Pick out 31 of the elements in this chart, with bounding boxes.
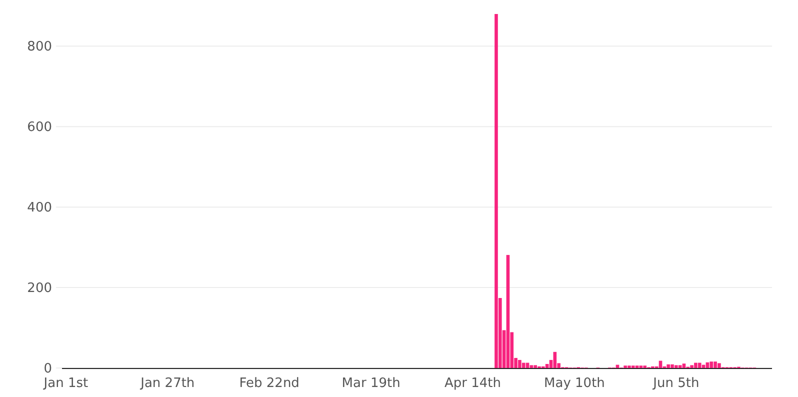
- x-tick-label: Jan 1st: [42, 376, 88, 391]
- bar: [694, 362, 698, 368]
- x-tick-label: Mar 19th: [342, 376, 400, 391]
- bar: [698, 362, 702, 368]
- bar: [714, 362, 717, 368]
- x-tick-label: Jan 27th: [140, 376, 195, 391]
- bar: [522, 362, 526, 368]
- y-tick-label: 600: [27, 120, 52, 136]
- bar: [545, 364, 549, 368]
- bar: [534, 365, 538, 368]
- y-tick-label: 800: [27, 40, 52, 55]
- x-tick-label: May 10th: [544, 376, 605, 391]
- bar: [670, 364, 674, 368]
- x-tick-label: Jun 5th: [652, 376, 700, 391]
- bar: [530, 365, 534, 368]
- y-tick-label: 400: [27, 200, 52, 216]
- bar: [518, 360, 522, 368]
- bar: [682, 364, 686, 368]
- bar: [666, 364, 670, 368]
- bar: [494, 14, 498, 368]
- bar: [710, 362, 714, 368]
- bar: [718, 363, 721, 368]
- bar: [674, 365, 678, 368]
- bar: [506, 254, 510, 368]
- bar: [690, 365, 694, 368]
- x-tick-label: Apr 14th: [444, 376, 502, 391]
- y-tick-label: 0: [44, 362, 52, 377]
- y-tick-label: 200: [27, 281, 52, 296]
- bar: [678, 365, 682, 368]
- x-tick-label: Feb 22nd: [239, 376, 300, 391]
- bar: [553, 352, 557, 368]
